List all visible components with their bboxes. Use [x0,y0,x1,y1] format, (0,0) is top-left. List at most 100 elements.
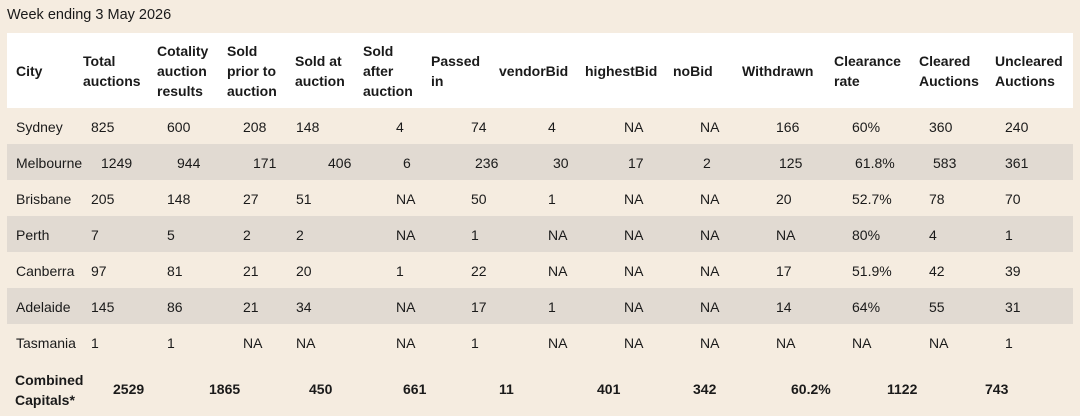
totals-value: 401 [597,381,621,397]
cell-highestbid: NA [624,263,644,279]
cell-total-auctions: 7 [91,227,99,243]
cell-sold-after-auction: NA [396,227,416,243]
cell-cotality-auction-results: 944 [177,155,201,171]
cell-nobid: NA [700,227,720,243]
column-header-sold-after-auction: Sold after auction [363,43,413,99]
cell-sold-prior-to-auction: 27 [243,191,259,207]
city-cell: Sydney [16,119,63,135]
totals-value: 342 [693,381,717,397]
cell-withdrawn: NA [776,335,796,351]
cell-cleared-auctions: NA [929,335,949,351]
column-header-uncleared-auctions: Uncleared Auctions [995,53,1063,89]
cell-clearance-rate: 61.8% [855,155,895,171]
totals-label: Combined Capitals* [15,372,84,408]
column-header-sold-prior-to-auction: Sold prior to auction [227,43,277,99]
cell-sold-prior-to-auction: 21 [243,299,259,315]
table-header: City Total auctions Cotality auction resul… [7,33,1073,108]
cell-sold-at-auction: 51 [296,191,312,207]
cell-withdrawn: 125 [779,155,803,171]
cell-sold-at-auction: 34 [296,299,312,315]
cell-total-auctions: 825 [91,119,115,135]
cell-cleared-auctions: 360 [929,119,953,135]
cell-sold-at-auction: 148 [296,119,320,135]
cell-cotality-auction-results: 148 [167,191,191,207]
city-cell: Perth [16,227,50,243]
cell-nobid: NA [700,263,720,279]
cell-sold-prior-to-auction: 2 [243,227,251,243]
cell-sold-prior-to-auction: 208 [243,119,267,135]
cell-withdrawn: 14 [776,299,792,315]
totals-value: 11 [499,381,514,397]
column-header-highestbid: highestBid [585,63,658,79]
cell-withdrawn: 166 [776,119,800,135]
column-header-passed-in: Passed in [431,53,481,89]
cell-sold-after-auction: NA [396,335,416,351]
cell-uncleared-auctions: 1 [1005,227,1013,243]
column-header-withdrawn: Withdrawn [742,63,814,79]
totals-row: Combined Capitals* 2529 1865 450 661 11 401 34… [7,362,1073,411]
table-row-sydney: Sydney 825 600 208 148 4 74 4 NA NA 166 60% 360 240 [7,108,1073,144]
cell-sold-prior-to-auction: 171 [253,155,277,171]
cell-sold-after-auction: NA [396,299,416,315]
cell-passed-in: 236 [475,155,499,171]
column-header-cleared-auctions: Cleared Auctions [919,53,979,89]
cell-cotality-auction-results: 5 [167,227,175,243]
cell-uncleared-auctions: 240 [1005,119,1029,135]
cell-cotality-auction-results: 81 [167,263,183,279]
cell-sold-prior-to-auction: NA [243,335,263,351]
cell-clearance-rate: 52.7% [852,191,892,207]
cell-sold-after-auction: 1 [396,263,404,279]
city-cell: Canberra [16,263,75,279]
column-header-clearance-rate: Clearance rate [834,53,901,89]
cell-vendorbid: 1 [548,191,556,207]
cell-sold-at-auction: 406 [328,155,352,171]
cell-withdrawn: NA [776,227,796,243]
cell-passed-in: 74 [471,119,487,135]
cell-highestbid: NA [624,335,644,351]
cell-vendorbid: 30 [553,155,569,171]
table-row-perth: Perth 7 5 2 2 NA 1 NA NA NA NA 80% 4 1 [7,216,1073,252]
cell-vendorbid: NA [548,263,568,279]
cell-sold-after-auction: NA [396,191,416,207]
city-cell: Brisbane [16,191,72,207]
cell-uncleared-auctions: 39 [1005,263,1021,279]
cell-nobid: 2 [703,155,711,171]
table-row-melbourne: Melbourne 1249 944 171 406 6 236 30 17 2 125 61.8% 5… [7,144,1073,180]
cell-highestbid: 17 [628,155,644,171]
cell-highestbid: NA [624,299,644,315]
cell-clearance-rate: 51.9% [852,263,892,279]
totals-value: 2529 [113,381,145,397]
cell-nobid: NA [700,191,720,207]
cell-withdrawn: 17 [776,263,792,279]
column-header-total-auctions: Total auctions [83,53,141,89]
cell-vendorbid: 1 [548,299,556,315]
cell-total-auctions: 145 [91,299,115,315]
cell-vendorbid: NA [548,227,568,243]
cell-sold-prior-to-auction: 21 [243,263,259,279]
totals-value: 1865 [209,381,241,397]
cell-nobid: NA [700,335,720,351]
cell-cleared-auctions: 42 [929,263,945,279]
cell-total-auctions: 97 [91,263,107,279]
cell-sold-after-auction: 6 [403,155,411,171]
cell-sold-at-auction: 2 [296,227,304,243]
cell-clearance-rate: 64% [852,299,881,315]
cell-cotality-auction-results: 86 [167,299,183,315]
cell-nobid: NA [700,299,720,315]
cell-passed-in: 50 [471,191,487,207]
cell-clearance-rate: 80% [852,227,881,243]
cell-vendorbid: NA [548,335,568,351]
table-row-adelaide: Adelaide 145 86 21 34 NA 17 1 NA NA 14 64% 55 31 [7,288,1073,324]
table-row-brisbane: Brisbane 205 148 27 51 NA 50 1 NA NA 20 52.7% 78 70 [7,180,1073,216]
column-header-sold-at-auction: Sold at auction [295,53,345,89]
cell-highestbid: NA [624,191,644,207]
table-row-tasmania: Tasmania 1 1 NA NA NA 1 NA NA NA NA NA NA 1 [7,324,1073,360]
table-caption: Week ending 3 May 2026 [7,7,172,23]
cell-highestbid: NA [624,119,644,135]
totals-value: 661 [403,381,427,397]
cell-sold-at-auction: NA [296,335,316,351]
table-row-canberra: Canberra 97 81 21 20 1 22 NA NA NA 17 51.9% 42 39 [7,252,1073,288]
column-header-cotality-auction-results: Cotality auction results [157,43,209,99]
city-cell: Melbourne [16,155,83,171]
cell-cleared-auctions: 55 [929,299,945,315]
